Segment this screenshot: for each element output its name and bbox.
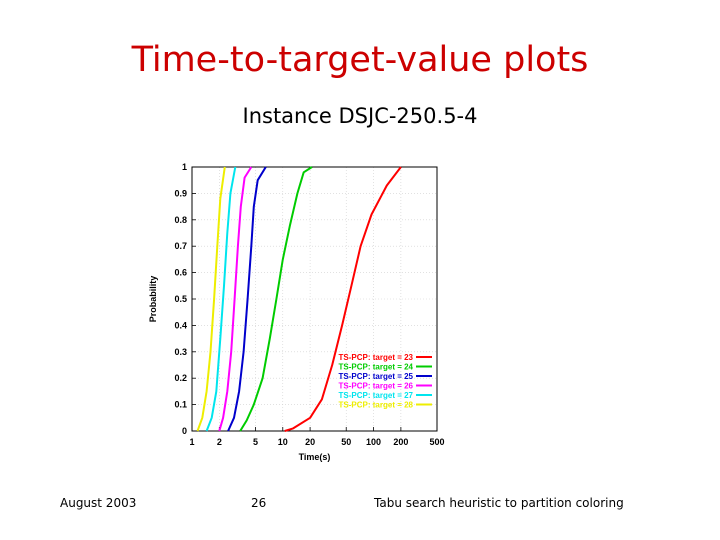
footer-talk-title: Tabu search heuristic to partition color… <box>374 496 624 510</box>
y-axis-label: Probability <box>148 276 158 323</box>
slide-subtitle: Instance DSJC-250.5-4 <box>242 104 478 128</box>
x-tick-label: 5 <box>253 437 258 447</box>
legend-label-4: TS-PCP: target = 26 <box>339 382 414 391</box>
x-tick-label: 10 <box>278 437 288 447</box>
x-tick-label: 50 <box>341 437 351 447</box>
series-line-5 <box>205 166 237 432</box>
y-tick-label: 0.5 <box>174 294 187 304</box>
legend-label-5: TS-PCP: target = 27 <box>339 391 414 400</box>
legend-label-1: TS-PCP: target = 23 <box>339 353 414 362</box>
x-tick-label: 500 <box>429 437 444 447</box>
y-tick-label: 0.8 <box>174 215 187 225</box>
slide-title: Time-to-target-value plots <box>131 40 589 80</box>
series-line-6 <box>196 166 226 432</box>
y-tick-label: 0.9 <box>174 188 187 198</box>
y-tick-label: 0.7 <box>174 241 187 251</box>
y-tick-label: 1 <box>182 162 187 172</box>
y-tick-label: 0.4 <box>174 320 187 330</box>
series-line-4 <box>218 166 253 432</box>
legend-label-2: TS-PCP: target = 24 <box>339 363 414 372</box>
legend-label-6: TS-PCP: target = 28 <box>339 401 414 410</box>
x-axis-label: Time(s) <box>299 452 331 462</box>
legend-label-3: TS-PCP: target = 25 <box>339 372 414 381</box>
footer-date: August 2003 <box>60 496 137 510</box>
x-tick-label: 20 <box>305 437 315 447</box>
x-tick-label: 100 <box>366 437 381 447</box>
series-line-2 <box>239 166 313 432</box>
y-tick-label: 0 <box>182 426 187 436</box>
y-tick-label: 0.2 <box>174 373 187 383</box>
y-tick-label: 0.1 <box>174 400 187 410</box>
series-line-3 <box>227 166 267 432</box>
ttt-chart: 1 2 5 10 20 50 100 200 500 0 0.1 0.2 0.3 0.4 0.5 0.6 0.7… <box>148 162 445 462</box>
y-tick-label: 0.3 <box>174 347 187 357</box>
y-tick-label: 0.6 <box>174 268 187 278</box>
x-tick-label: 1 <box>189 437 194 447</box>
footer-page-number: 26 <box>251 496 267 510</box>
series-line-1 <box>284 166 402 432</box>
x-tick-label: 2 <box>217 437 222 447</box>
x-tick-label: 200 <box>393 437 408 447</box>
